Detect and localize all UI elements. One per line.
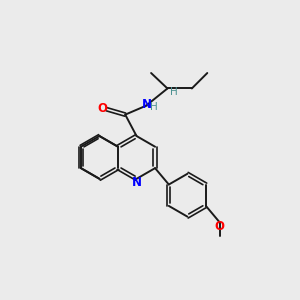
Text: N: N <box>142 98 152 111</box>
Text: N: N <box>131 176 142 190</box>
Text: H: H <box>151 103 158 112</box>
Text: H: H <box>169 87 177 97</box>
Text: O: O <box>98 102 108 115</box>
Text: O: O <box>214 220 225 233</box>
